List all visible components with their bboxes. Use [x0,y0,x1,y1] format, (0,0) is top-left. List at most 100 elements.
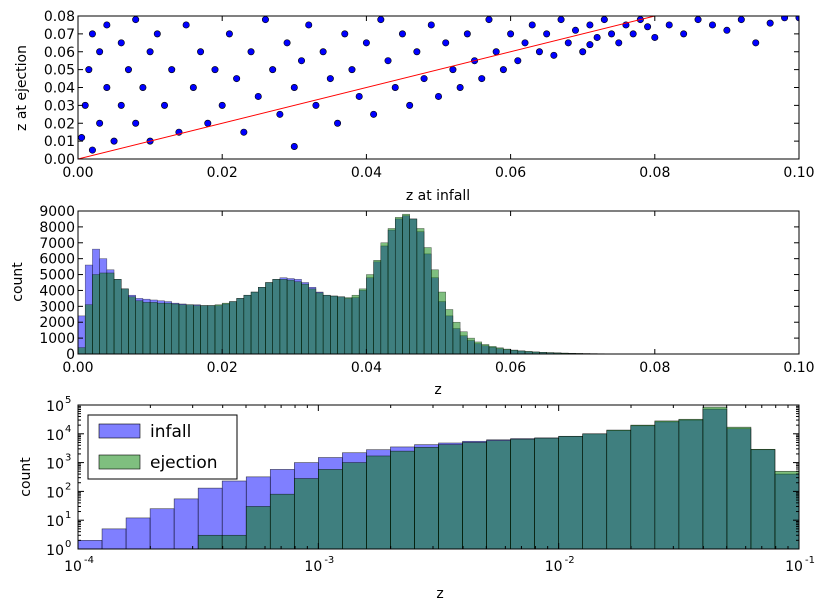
histogram-bar [316,293,323,354]
scatter-point [233,75,239,81]
scatter-point [241,129,247,135]
scatter-point [666,22,672,28]
histogram-bar [179,305,186,354]
scatter-point [226,31,232,37]
log-histogram-y-tick-exponent: 5 [65,395,71,406]
histogram-bar [237,298,244,354]
scatter-point [500,66,506,72]
log-histogram-bar [150,509,174,549]
scatter-point [392,84,398,90]
histogram-bar [251,292,258,354]
scatter-x-tick-label: 0.06 [495,165,526,181]
histogram-bar [244,295,251,354]
log-histogram-y-tick-exponent: 4 [65,424,71,435]
histogram-bar [395,217,402,354]
log-histogram-bar [414,447,438,549]
scatter-point [349,66,355,72]
log-histogram-x-tick-label: 10 [785,559,803,575]
histogram-bar [352,295,359,354]
scatter-point [601,16,607,22]
histogram-bar [366,275,373,354]
log-histogram-y-tick-label: 10 [46,399,64,415]
histogram-bar [100,273,107,354]
scatter-point [709,22,715,28]
scatter-point [96,49,102,55]
histogram-y-tick-label: 4000 [39,283,75,299]
log-histogram-bar [703,407,727,549]
histogram-bar [208,306,215,354]
histogram-bar [439,292,446,354]
scatter-point [132,16,138,22]
histogram-y-tick-label: 5000 [39,268,75,284]
histogram-y-tick-label: 6000 [39,252,75,268]
histogram-y-tick-label: 1000 [39,331,75,347]
scatter-point [320,49,326,55]
scatter-point [587,41,593,47]
scatter-y-label: z at ejection [14,45,30,131]
scatter-x-tick-label: 0.10 [783,165,814,181]
histogram-bar [201,306,208,354]
histogram-bar [150,302,157,354]
scatter-point [421,75,427,81]
scatter-y-tick-label: 0.08 [44,9,75,25]
histogram-bar [114,279,121,354]
scatter-y-tick-label: 0.00 [44,152,75,168]
scatter-point [277,111,283,117]
scatter-point [205,120,211,126]
histogram-bar [338,297,345,354]
log-histogram-bar [727,427,751,549]
scatter-point [219,102,225,108]
scatter-point [724,27,730,33]
log-histogram-x-tick-label: 10 [304,559,322,575]
log-histogram-y-tick-exponent: 2 [65,481,71,492]
log-histogram-y-tick-label: 10 [46,457,64,473]
scatter-point [443,40,449,46]
scatter-point [695,16,701,22]
scatter-x-tick-label: 0.08 [639,165,670,181]
scatter-point [551,52,557,58]
log-histogram-y-tick-label: 10 [46,543,64,559]
log-histogram-bar [318,469,342,549]
log-histogram-bar [679,419,703,549]
histogram-bar [136,301,143,354]
histogram-bar [294,282,301,354]
histogram-x-tick-label: 0.02 [207,360,238,376]
histogram-bar [388,228,395,354]
scatter-point [169,66,175,72]
histogram-bar [475,342,482,354]
scatter-point [183,22,189,28]
scatter-point [587,22,593,28]
scatter-point [356,93,362,99]
legend-swatch-infall [99,424,140,438]
histogram-bar [92,275,99,354]
scatter-point [486,16,492,22]
scatter-point [507,31,513,37]
histogram-bar [511,350,518,354]
scatter-point [543,31,549,37]
scatter-point [428,22,434,28]
log-histogram-bar [246,506,270,549]
log-histogram-y-tick-label: 10 [46,428,64,444]
scatter-point [86,66,92,72]
scatter-point [197,49,203,55]
histogram-bar [467,338,474,354]
scatter-point [529,22,535,28]
scatter-point [291,143,297,149]
legend-label-ejection: ejection [150,453,218,473]
scatter-point [608,31,614,37]
scatter-point [536,49,542,55]
scatter-x-tick-label: 0.02 [207,165,238,181]
log-histogram-x-tick-exponent: -1 [805,555,815,566]
log-histogram-bar [583,434,607,549]
scatter-point [630,31,636,37]
histogram-x-tick-label: 0.08 [639,360,670,376]
scatter-point [753,40,759,46]
scatter-y-tick-label: 0.06 [44,45,75,61]
scatter-point [248,49,254,55]
histogram-y-tick-label: 0 [66,347,75,363]
log-histogram-bar [198,535,222,549]
histogram-bar [265,283,272,355]
scatter-point [565,40,571,46]
scatter-point [140,84,146,90]
